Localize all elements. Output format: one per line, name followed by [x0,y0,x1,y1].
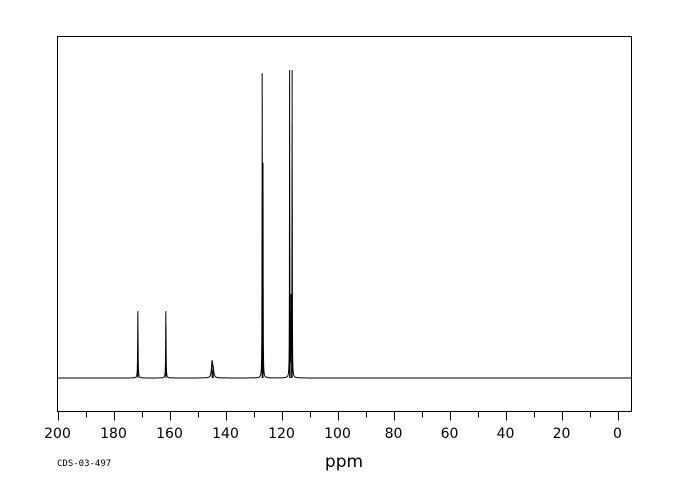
x-tick-label: 100 [324,426,351,442]
x-tick-label: 40 [497,426,515,442]
x-tick-label: 200 [44,426,71,442]
x-axis-tick-labels: 200 180 160 140 120 100 80 60 40 20 0 [44,426,622,442]
x-tick-label: 120 [268,426,295,442]
compound-id-label: CDS-03-497 [57,459,111,469]
x-tick-label: 0 [613,426,622,442]
x-tick-label: 160 [156,426,183,442]
x-tick-label: 80 [385,426,403,442]
plot-frame [57,36,632,412]
x-tick-label: 140 [212,426,239,442]
x-tick-label: 180 [100,426,127,442]
x-axis-ticks [58,411,619,421]
x-tick-label: 60 [441,426,459,442]
x-tick-label: 20 [553,426,571,442]
spectrum-line [57,70,632,379]
x-axis-title: ppm [325,452,363,472]
